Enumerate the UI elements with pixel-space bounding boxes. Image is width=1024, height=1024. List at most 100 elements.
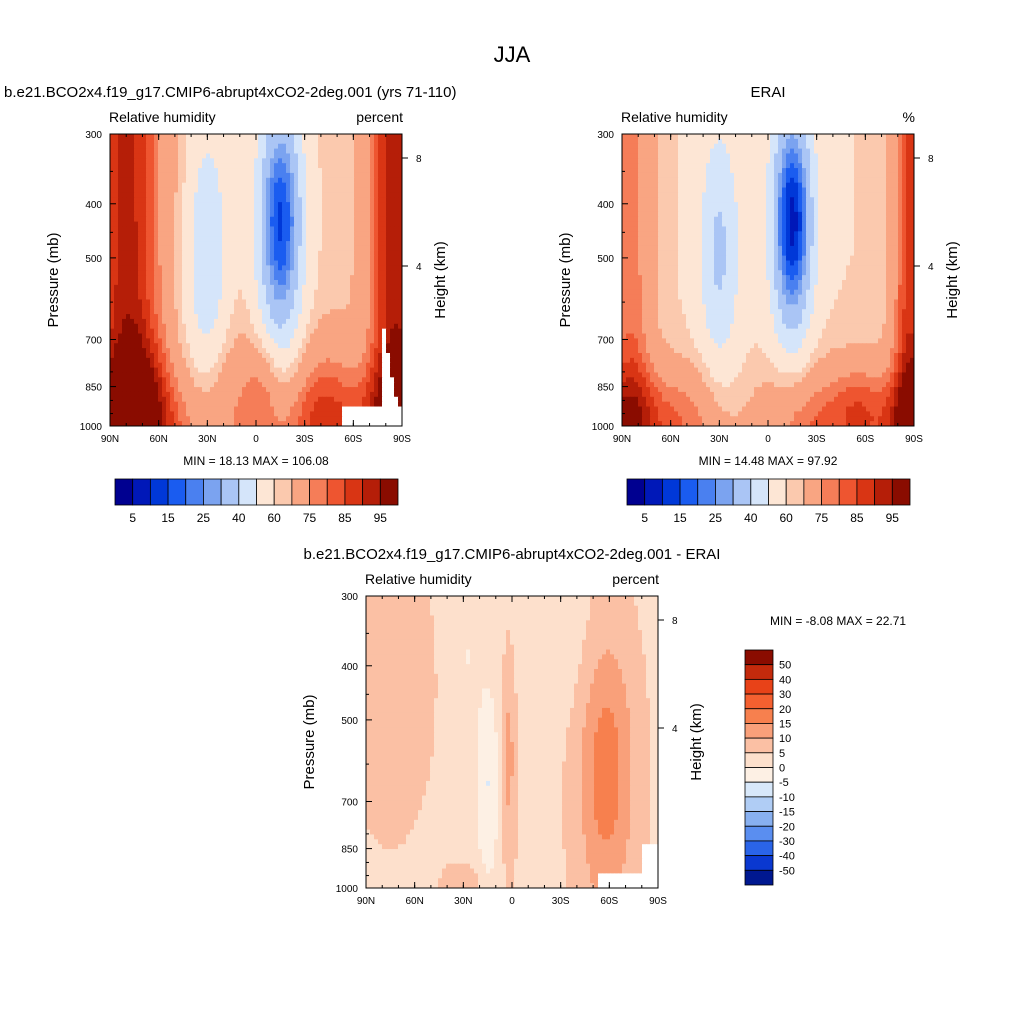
field-cell	[222, 245, 227, 252]
field-cell	[362, 396, 367, 403]
field-cell	[370, 231, 375, 237]
field-cell	[370, 143, 375, 150]
field-cell	[334, 309, 339, 315]
field-cell	[126, 387, 131, 393]
field-cell	[142, 396, 147, 403]
field-cell	[126, 138, 131, 145]
field-cell	[842, 143, 847, 150]
colorbar-label: 95	[374, 511, 388, 525]
field-cell	[222, 275, 227, 281]
field-cell	[158, 187, 163, 193]
field-cell	[266, 348, 271, 354]
field-cell	[310, 163, 315, 169]
field-cell	[706, 138, 711, 145]
field-cell	[258, 148, 263, 155]
field-cell	[230, 255, 235, 262]
field-cell	[118, 138, 123, 145]
field-cell	[318, 284, 323, 291]
field-cell	[278, 396, 283, 403]
field-cell	[230, 134, 235, 140]
field-cell	[278, 387, 283, 393]
field-cell	[262, 197, 267, 203]
field-cell	[254, 177, 259, 184]
field-cell	[198, 353, 203, 359]
field-cell	[322, 367, 327, 374]
field-cell	[170, 275, 175, 281]
field-cell	[202, 236, 207, 242]
field-cell	[234, 260, 239, 266]
field-cell	[370, 401, 375, 408]
field-cell	[234, 172, 239, 179]
field-cell	[138, 343, 143, 349]
field-cell	[354, 416, 359, 422]
field-cell	[138, 192, 143, 198]
field-cell	[746, 153, 751, 159]
field-cell	[218, 338, 223, 344]
field-cell	[366, 192, 371, 198]
field-cell	[310, 309, 315, 315]
field-cell	[166, 304, 171, 310]
field-cell	[722, 148, 727, 155]
field-cell	[354, 260, 359, 266]
field-cell	[130, 158, 135, 164]
field-cell	[358, 318, 363, 325]
field-cell	[310, 192, 315, 198]
field-cell	[386, 134, 391, 140]
field-cell	[326, 226, 331, 232]
field-cell	[898, 143, 903, 150]
field-cell	[226, 158, 231, 164]
field-cell	[270, 323, 275, 330]
field-cell	[266, 245, 271, 252]
field-cell	[350, 241, 355, 247]
field-cell	[398, 211, 402, 218]
field-cell	[378, 416, 383, 422]
field-cell	[246, 255, 251, 262]
field-cell	[238, 391, 243, 398]
field-cell	[110, 372, 115, 378]
field-cell	[142, 284, 147, 291]
field-cell	[378, 309, 383, 315]
field-cell	[382, 168, 387, 174]
field-cell	[382, 148, 387, 155]
field-cell	[222, 387, 227, 393]
field-cell	[250, 294, 255, 301]
field-cell	[318, 172, 323, 179]
field-cell	[222, 187, 227, 193]
field-cell	[218, 372, 223, 378]
field-cell	[806, 148, 811, 155]
field-cell	[154, 357, 159, 364]
field-cell	[354, 421, 359, 426]
field-cell	[190, 134, 195, 140]
field-cell	[274, 284, 279, 291]
field-cell	[330, 401, 335, 408]
field-cell	[218, 421, 223, 426]
field-cell	[206, 187, 211, 193]
field-cell	[378, 270, 383, 276]
field-cell	[374, 172, 379, 179]
field-cell	[826, 158, 831, 164]
field-cell	[386, 387, 391, 393]
field-cell	[390, 241, 395, 247]
field-cell	[286, 255, 291, 262]
field-cell	[330, 182, 335, 189]
field-cell	[622, 138, 627, 145]
field-cell	[326, 172, 331, 179]
field-cell	[194, 284, 199, 291]
field-cell	[274, 396, 279, 403]
field-cell	[238, 289, 243, 296]
field-cell	[190, 153, 195, 159]
field-cell	[246, 280, 251, 286]
field-cell	[622, 134, 627, 140]
field-cell	[138, 221, 143, 228]
field-cell	[354, 148, 359, 155]
field-cell	[214, 382, 219, 388]
field-cell	[326, 372, 331, 378]
field-cell	[910, 138, 914, 145]
field-cell	[130, 411, 135, 417]
field-cell	[818, 148, 823, 155]
field-cell	[310, 338, 315, 344]
field-cell	[190, 411, 195, 417]
field-cell	[258, 255, 263, 262]
field-cell	[754, 153, 759, 159]
field-cell	[378, 265, 383, 271]
